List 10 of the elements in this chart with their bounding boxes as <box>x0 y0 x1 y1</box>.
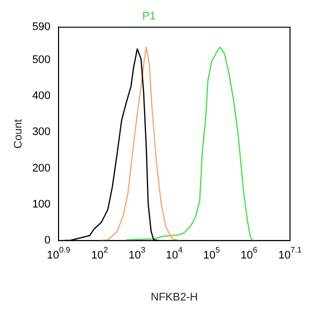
y-axis-title: Count <box>12 119 25 149</box>
y-tick-label: 590 <box>32 21 51 34</box>
y-tick-label: 400 <box>32 90 51 102</box>
y-tick-label: 500 <box>32 54 51 66</box>
y-tick-label: 0 <box>44 234 51 247</box>
chart-title: P1 <box>142 10 156 23</box>
y-tick-label: 100 <box>32 198 51 210</box>
x-axis-title: NFKB2-H <box>150 291 198 304</box>
y-tick-label: 200 <box>32 162 51 174</box>
y-tick-label: 300 <box>32 126 51 138</box>
